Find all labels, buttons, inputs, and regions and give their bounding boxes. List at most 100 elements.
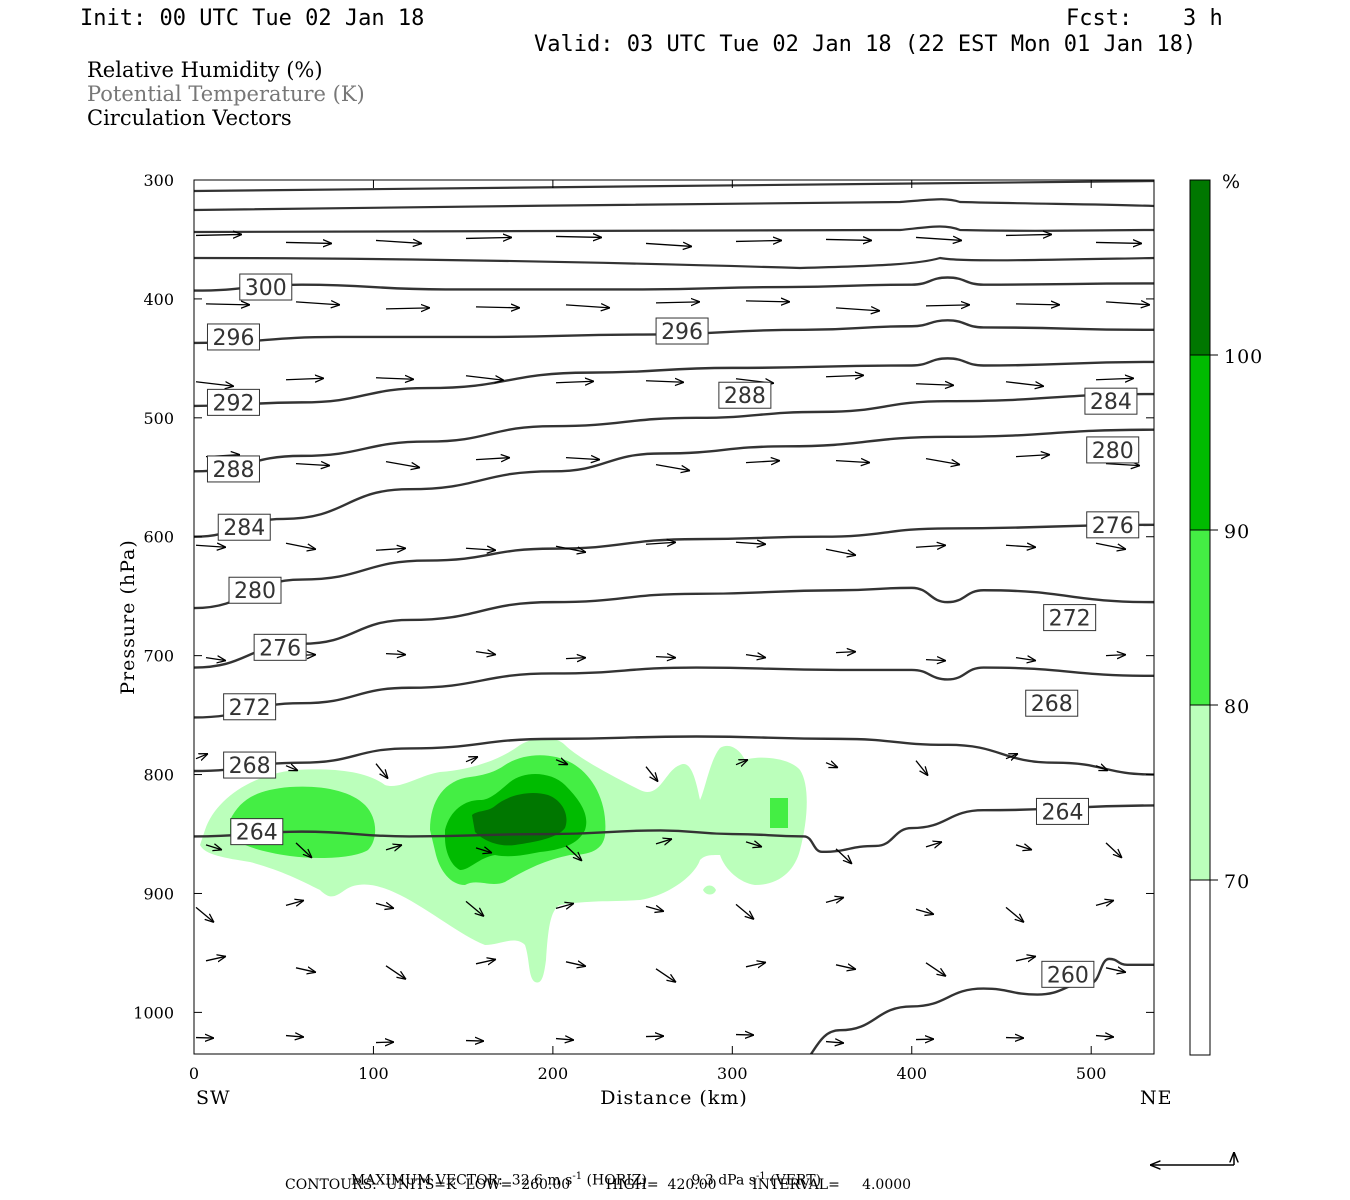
contour-label-box-3 — [206, 388, 260, 416]
contour-label-box-10 — [228, 576, 282, 604]
contour-label-15: 264 — [1041, 800, 1083, 825]
circulation-vector-16 — [655, 302, 700, 303]
theta-contour-260-18 — [809, 957, 1154, 1054]
circulation-vector-64 — [1015, 658, 1036, 661]
circulation-vector-118 — [915, 1039, 934, 1040]
circulation-vector-89 — [285, 900, 304, 905]
colorbar-label-80: 80 — [1224, 696, 1250, 718]
circulation-vector-75 — [1005, 754, 1018, 759]
circulation-vector-26 — [555, 381, 594, 383]
contour-label-box-18 — [1041, 960, 1095, 988]
circulation-vector-40 — [835, 461, 870, 463]
circulation-vector-52 — [915, 545, 946, 547]
forecast-label: Fcst: — [1066, 6, 1133, 31]
y-tick-label-800: 800 — [143, 766, 174, 785]
y-tick-label-500: 500 — [143, 409, 174, 428]
circulation-vector-105 — [745, 962, 766, 967]
horiz-suffix: (HORIZ) — [586, 1172, 647, 1189]
forecast-hour: 3 h — [1183, 6, 1223, 31]
upper-theta-contours — [194, 180, 1154, 270]
circulation-vector-12 — [295, 302, 340, 305]
circulation-vector-51 — [825, 548, 856, 555]
contour-label-box-14 — [223, 693, 277, 721]
colorbar-70 — [1189, 704, 1211, 881]
circulation-vector-66 — [195, 754, 208, 759]
vert-exponent: -1 — [755, 1171, 766, 1182]
theta-contour-276-9 — [194, 523, 1154, 610]
circulation-vector-61 — [745, 655, 766, 658]
circulation-vector-94 — [735, 903, 754, 919]
circulation-vector-59 — [565, 658, 586, 659]
contour-label-5: 284 — [1090, 390, 1132, 415]
circulation-vector-11 — [205, 304, 250, 305]
theta-contour-280-7 — [194, 428, 1154, 538]
circulation-vector-74 — [915, 760, 928, 776]
circulation-vector-45 — [285, 542, 316, 549]
circulation-vector-97 — [1005, 906, 1024, 922]
circulation-vector-87 — [1105, 842, 1122, 858]
x-tick-label-200: 200 — [538, 1064, 569, 1083]
circulation-vector-53 — [1005, 545, 1036, 547]
circulation-vector-107 — [925, 962, 946, 977]
contour-label-box-4 — [718, 381, 772, 409]
y-tick-label-600: 600 — [143, 528, 174, 547]
contour-label-6: 288 — [212, 458, 254, 483]
y-tick-label-1000: 1000 — [133, 1003, 174, 1022]
circulation-vector-102 — [475, 959, 496, 964]
vert-suffix: (VERT) — [770, 1172, 822, 1189]
circulation-vector-96 — [915, 909, 934, 914]
circulation-vector-0 — [195, 234, 242, 235]
theta-contour-upper-1 — [194, 180, 1154, 193]
contour-label-17: 264 — [236, 821, 278, 846]
circulation-vector-27 — [645, 381, 684, 383]
circulation-vector-92 — [555, 903, 574, 908]
contour-label-box-0 — [239, 273, 293, 301]
legend-circulation-vectors: Circulation Vectors — [87, 106, 292, 130]
circulation-vector-10 — [1095, 242, 1142, 243]
circulation-vector-34 — [295, 464, 330, 466]
colorbar-unit: % — [1222, 171, 1241, 193]
horiz-max-value: 32.6 m s — [511, 1172, 573, 1189]
vert-max-value: 9.3 dPa s — [691, 1172, 756, 1189]
circulation-vector-18 — [835, 308, 880, 311]
contour-label-box-7 — [1086, 436, 1140, 464]
circulation-vector-8 — [915, 237, 962, 240]
circulation-vector-47 — [465, 548, 496, 550]
circulation-vector-62 — [835, 652, 856, 653]
contour-labels: 300 296 296 292 288 284 288 280 284 276 280 272 276 2… — [206, 273, 1140, 988]
circulation-vector-29 — [825, 375, 864, 377]
contour-label-box-17 — [230, 818, 284, 846]
theta-contour-296-1 — [194, 319, 1154, 345]
contour-label-14: 272 — [229, 696, 271, 721]
contour-label-box-8 — [217, 513, 271, 541]
circulation-vector-93 — [645, 906, 664, 911]
contour-label-10: 280 — [234, 579, 276, 604]
circulation-vector-21 — [1105, 302, 1150, 305]
circulation-vector-120 — [1095, 1036, 1114, 1038]
contour-label-0: 300 — [245, 276, 287, 301]
y-tick-label-700: 700 — [143, 647, 174, 666]
contour-label-18: 260 — [1047, 963, 1089, 988]
contour-label-box-2 — [655, 317, 709, 345]
circulation-vector-69 — [465, 757, 478, 762]
circulation-vector-84 — [835, 848, 852, 864]
circulation-vector-106 — [835, 965, 856, 970]
circulation-vector-76 — [1095, 766, 1108, 771]
circulation-vector-17 — [745, 301, 790, 302]
circulation-vector-55 — [205, 658, 226, 661]
circulation-vector-43 — [1105, 464, 1140, 466]
circulation-vector-110 — [195, 1038, 214, 1039]
theta-contour-300-0 — [194, 276, 1154, 292]
x-tick-label-100: 100 — [358, 1064, 389, 1083]
circulation-vector-78 — [295, 842, 312, 858]
contour-label-9: 276 — [1092, 514, 1134, 539]
circulation-vector-23 — [285, 378, 324, 380]
circulation-vector-54 — [1095, 542, 1126, 549]
circulation-vector-90 — [375, 903, 394, 908]
circulation-vector-13 — [385, 308, 430, 309]
circulation-vector-88 — [195, 906, 214, 922]
circulation-vector-112 — [375, 1042, 394, 1043]
contour-label-12: 276 — [259, 636, 301, 661]
circulation-vector-63 — [925, 660, 946, 661]
